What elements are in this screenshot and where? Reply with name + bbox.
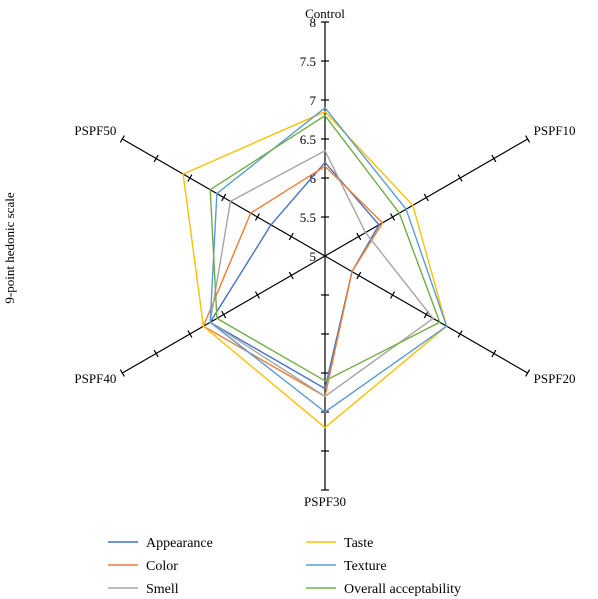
axis-tick	[187, 330, 193, 338]
legend-label: Texture	[344, 559, 387, 574]
axis-tick	[457, 330, 463, 338]
axis-tick	[390, 213, 396, 221]
scale-tick-label: 5	[310, 249, 317, 264]
scale-tick-label: 8	[310, 15, 317, 30]
axis-tick	[356, 232, 362, 241]
radar-scale-ticks: 5 5.5 6 6.5 7 7.5 8	[119, 15, 531, 491]
scale-tick-label: 7.5	[300, 54, 316, 69]
axis-tick	[423, 193, 429, 202]
axis-label-pspf10: PSPF10	[534, 123, 576, 138]
axis-tick	[288, 271, 294, 280]
axis-tick	[525, 369, 531, 377]
legend-label: Taste	[344, 536, 373, 551]
axis-tick	[390, 291, 396, 299]
axis-tick	[119, 369, 125, 377]
axis-label-pspf40: PSPF40	[74, 371, 116, 386]
series-texture	[209, 107, 448, 413]
legend-item-appearance: Appearance	[108, 536, 213, 551]
scale-tick-label: 5.5	[300, 210, 316, 225]
axis-tick	[119, 135, 125, 143]
legend-item-taste: Taste	[306, 536, 373, 551]
radar-axes	[122, 22, 528, 490]
axis-label-pspf20: PSPF20	[534, 371, 576, 386]
scale-tick-label: 7	[310, 93, 317, 108]
axis-tick	[221, 193, 227, 202]
axis-tick	[491, 349, 497, 358]
legend-label: Smell	[146, 582, 179, 597]
axis-tick	[187, 174, 193, 182]
axis-tick	[221, 310, 227, 319]
legend-item-smell: Smell	[108, 582, 179, 597]
y-axis-label: 9-point hedonic scale	[2, 192, 17, 303]
series-taste	[182, 110, 448, 429]
legend-item-overall-acceptability: Overall acceptability	[306, 582, 461, 597]
axis-label-pspf50: PSPF50	[74, 123, 116, 138]
radar-axis-labels: Control PSPF10 PSPF20 PSPF30 PSPF40 PSPF50	[74, 6, 575, 509]
legend: Appearance Color Smell Taste Texture Overall …	[108, 536, 461, 597]
axis-tick	[153, 154, 159, 163]
axis-tick	[525, 135, 531, 143]
legend-label: Overall acceptability	[344, 582, 461, 597]
radar-series	[182, 107, 448, 429]
axis-tick	[491, 154, 497, 163]
axis-tick	[356, 271, 362, 280]
axis-label-control: Control	[305, 6, 345, 21]
axis-tick	[457, 174, 463, 182]
scale-tick-label: 6.5	[300, 132, 316, 147]
axis-tick	[254, 291, 260, 299]
legend-item-color: Color	[108, 559, 178, 574]
axis-tick	[153, 349, 159, 358]
scale-tick-label: 6	[310, 171, 317, 186]
legend-item-texture: Texture	[306, 559, 387, 574]
axis-tick	[288, 232, 294, 241]
legend-label: Appearance	[146, 536, 213, 551]
legend-label: Color	[146, 559, 178, 574]
axis-tick	[254, 213, 260, 221]
series-appearance	[209, 161, 380, 390]
axis-label-pspf30: PSPF30	[304, 494, 346, 509]
series-smell	[209, 149, 434, 398]
series-overall-acceptability	[209, 114, 441, 382]
